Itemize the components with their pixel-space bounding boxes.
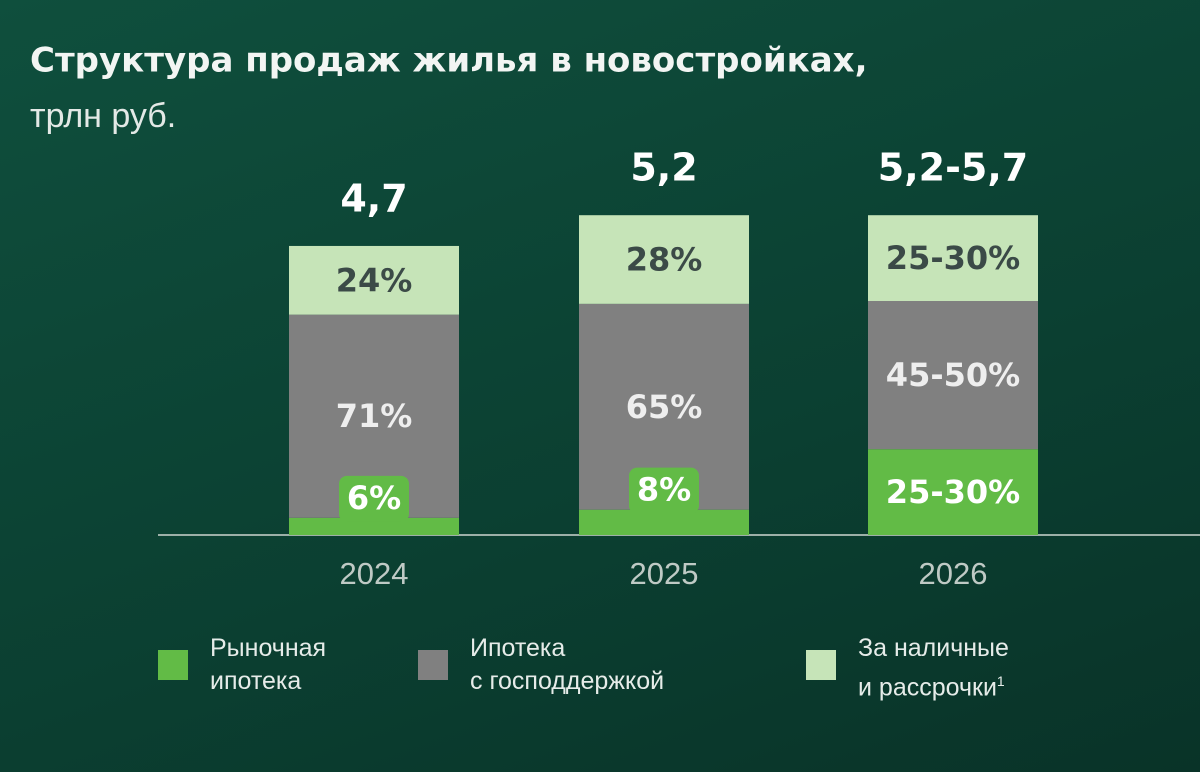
footnote-marker: 1 (996, 673, 1005, 689)
legend-swatch (806, 650, 836, 680)
data-label: 24% (336, 261, 413, 299)
data-label: 71% (336, 397, 413, 435)
data-label: 28% (626, 241, 703, 279)
data-label: 45-50% (886, 356, 1020, 394)
x-tick-label: 2026 (919, 556, 988, 591)
legend-text: За наличные и рассрочки1 (858, 632, 1009, 704)
legend-label: Ипотека с господдержкой (470, 634, 665, 695)
data-label: 8% (637, 471, 691, 509)
x-tick-label: 2025 (630, 556, 699, 591)
total-label: 5,2 (630, 146, 697, 190)
legend-item: Ипотека с господдержкой (418, 632, 664, 698)
legend-text: Рыночная ипотека (210, 632, 326, 698)
data-label: 6% (347, 479, 401, 517)
label-badge (339, 475, 409, 522)
total-label: 4,7 (340, 176, 407, 220)
data-label: 65% (626, 388, 703, 426)
bar-segment (289, 245, 459, 315)
legend-item: Рыночная ипотека (158, 632, 326, 698)
legend-swatch (418, 650, 448, 680)
legend-item: За наличные и рассрочки1 (806, 632, 1009, 704)
bar-segment (868, 215, 1038, 301)
label-badge (629, 467, 699, 514)
bar-segment (579, 215, 749, 304)
legend-label: За наличные и рассрочки (858, 634, 1009, 702)
chart-subtitle: трлн руб. (30, 97, 176, 135)
legend-text: Ипотека с господдержкой (470, 632, 664, 698)
bar-segment (579, 509, 749, 535)
data-label: 25-30% (886, 239, 1020, 277)
legend-swatch (158, 650, 188, 680)
bar-segment (289, 517, 459, 535)
total-label: 5,2-5,7 (878, 146, 1028, 190)
x-tick-label: 2024 (340, 556, 409, 591)
bar-segment (868, 449, 1038, 535)
chart-title: Структура продаж жилья в новостройках, (30, 41, 868, 81)
bar-segment (868, 301, 1038, 450)
data-label: 25-30% (886, 473, 1020, 511)
legend-label: Рыночная ипотека (210, 634, 327, 695)
